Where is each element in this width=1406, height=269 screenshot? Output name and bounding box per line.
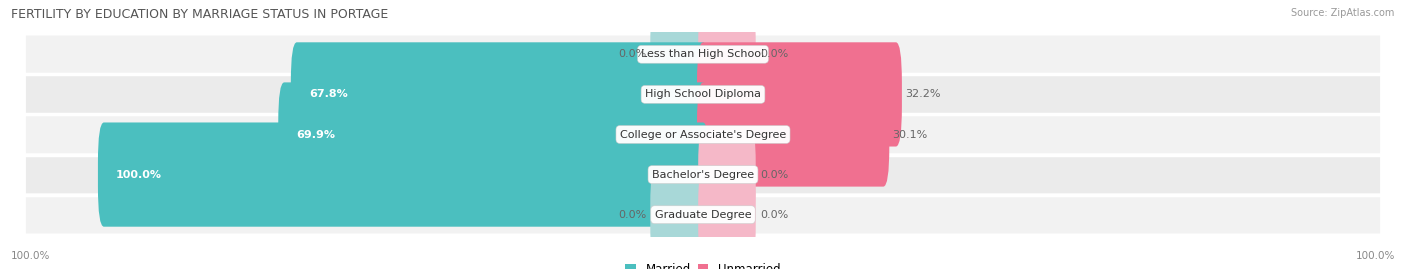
FancyBboxPatch shape [699,171,755,259]
Text: 0.0%: 0.0% [759,49,789,59]
Text: 0.0%: 0.0% [759,169,789,180]
Text: 32.2%: 32.2% [905,89,941,100]
Text: 67.8%: 67.8% [309,89,347,100]
FancyBboxPatch shape [651,10,707,98]
FancyBboxPatch shape [699,10,755,98]
FancyBboxPatch shape [291,42,709,147]
FancyBboxPatch shape [699,130,755,219]
FancyBboxPatch shape [25,116,1381,153]
Text: Bachelor's Degree: Bachelor's Degree [652,169,754,180]
Legend: Married, Unmarried: Married, Unmarried [626,263,780,269]
Text: 0.0%: 0.0% [617,210,647,220]
FancyBboxPatch shape [25,156,1381,193]
Text: 30.1%: 30.1% [893,129,928,140]
Text: 0.0%: 0.0% [759,210,789,220]
Text: Source: ZipAtlas.com: Source: ZipAtlas.com [1291,8,1395,18]
FancyBboxPatch shape [697,82,890,187]
Text: College or Associate's Degree: College or Associate's Degree [620,129,786,140]
FancyBboxPatch shape [98,122,709,227]
Text: 100.0%: 100.0% [1355,251,1395,261]
Text: Less than High School: Less than High School [641,49,765,59]
Text: 69.9%: 69.9% [297,129,335,140]
FancyBboxPatch shape [651,171,707,259]
FancyBboxPatch shape [697,42,901,147]
FancyBboxPatch shape [25,196,1381,233]
FancyBboxPatch shape [25,36,1381,73]
Text: Graduate Degree: Graduate Degree [655,210,751,220]
Text: 100.0%: 100.0% [11,251,51,261]
Text: High School Diploma: High School Diploma [645,89,761,100]
Text: FERTILITY BY EDUCATION BY MARRIAGE STATUS IN PORTAGE: FERTILITY BY EDUCATION BY MARRIAGE STATU… [11,8,388,21]
Text: 100.0%: 100.0% [115,169,162,180]
Text: 0.0%: 0.0% [617,49,647,59]
FancyBboxPatch shape [25,76,1381,113]
FancyBboxPatch shape [278,82,709,187]
